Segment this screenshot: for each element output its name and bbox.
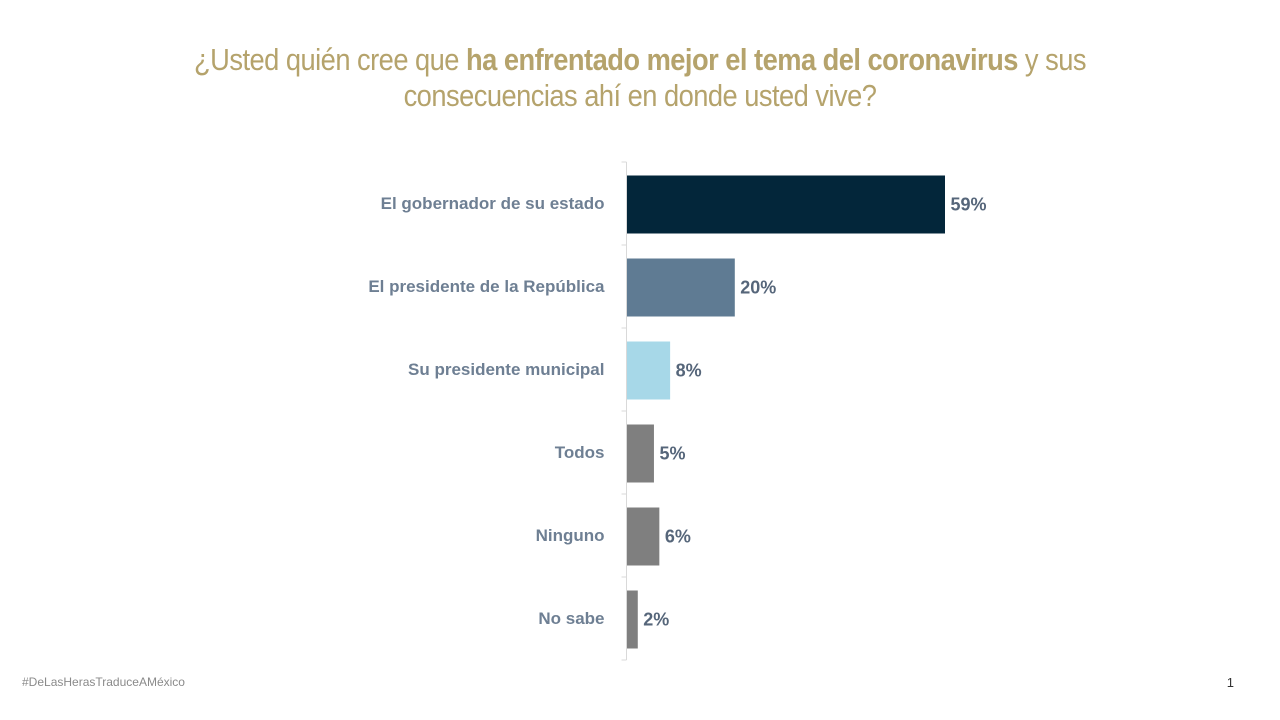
category-label: Su presidente municipal xyxy=(408,360,605,379)
value-label: 59% xyxy=(951,194,987,214)
category-label: Ninguno xyxy=(536,526,605,545)
y-axis xyxy=(621,161,627,661)
value-label: 5% xyxy=(659,443,685,463)
bar-1 xyxy=(627,175,945,234)
bar-6 xyxy=(627,590,638,649)
bars xyxy=(627,175,945,649)
bar-3 xyxy=(627,341,671,400)
value-label: 20% xyxy=(740,277,776,297)
value-label: 2% xyxy=(643,609,669,629)
category-label: El gobernador de su estado xyxy=(381,194,605,213)
value-label: 6% xyxy=(665,526,691,546)
bar-5 xyxy=(627,507,660,566)
category-label: Todos xyxy=(555,443,605,462)
chart-title-line-2: consecuencias ahí en donde usted vive? xyxy=(403,78,877,113)
footer-hashtag: #DeLasHerasTraduceAMéxico xyxy=(22,675,185,689)
title-suffix: y sus xyxy=(1017,42,1087,77)
category-label: El presidente de la República xyxy=(368,277,605,296)
category-labels: El gobernador de su estado El presidente … xyxy=(368,194,605,628)
title-prefix: ¿Usted quién cree que xyxy=(194,42,467,77)
bar-4 xyxy=(627,424,654,483)
value-labels: 59% 20% 8% 5% 6% 2% xyxy=(643,194,986,629)
page-number: 1 xyxy=(1226,675,1234,690)
chart-title-line-1: ¿Usted quién cree que ha enfrentado mejo… xyxy=(156,42,1124,78)
title-emphasis: ha enfrentado mejor el tema del coronavi… xyxy=(466,42,1018,77)
value-label: 8% xyxy=(676,360,702,380)
bar-2 xyxy=(627,258,735,317)
chart-title: ¿Usted quién cree que ha enfrentado mejo… xyxy=(156,42,1124,114)
category-label: No sabe xyxy=(538,609,604,628)
